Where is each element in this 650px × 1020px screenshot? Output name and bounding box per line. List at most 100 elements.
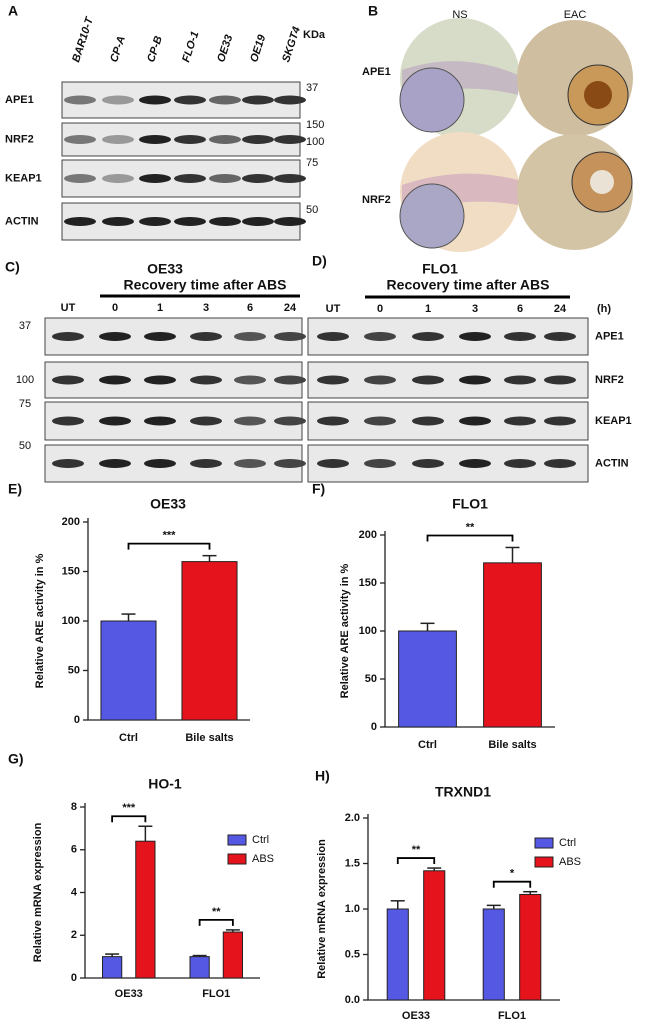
band — [317, 375, 349, 385]
band — [99, 416, 131, 426]
band — [317, 416, 349, 426]
marker-label: 37 — [19, 320, 31, 332]
lane-label: 6 — [247, 302, 253, 314]
band — [412, 375, 444, 385]
band — [64, 217, 96, 226]
band — [52, 459, 84, 468]
legend-label: Ctrl — [252, 834, 269, 846]
band — [364, 459, 396, 468]
legend-swatch — [227, 834, 247, 846]
panel-label: G) — [8, 751, 24, 767]
protein-label: NRF2 — [5, 133, 34, 145]
band — [102, 135, 134, 144]
marker-label: 75 — [306, 157, 318, 169]
x-tick-label: FLO1 — [202, 988, 230, 1000]
y-tick-label: 1.0 — [345, 903, 360, 915]
significance-label: *** — [163, 530, 177, 542]
lane-label: 3 — [203, 302, 209, 314]
bar — [222, 931, 243, 979]
band — [412, 459, 444, 468]
legend-label: Ctrl — [559, 837, 576, 849]
band — [242, 95, 274, 105]
marker-label: 100 — [306, 136, 324, 148]
band — [144, 332, 176, 341]
band — [412, 332, 444, 341]
band — [99, 332, 131, 341]
significance-bracket — [198, 919, 234, 926]
x-tick-label: Bile salts — [185, 732, 233, 744]
band — [234, 332, 266, 341]
y-tick-label: 8 — [71, 801, 77, 813]
bar — [519, 893, 542, 1001]
band — [274, 332, 306, 341]
lane-label: FLO-1 — [180, 30, 201, 64]
band — [209, 135, 241, 144]
legend-swatch — [534, 837, 554, 849]
x-tick-label: Ctrl — [418, 739, 437, 751]
bar — [100, 620, 157, 721]
y-tick-label: 0 — [371, 721, 377, 733]
y-tick-label: 100 — [62, 615, 80, 627]
y-tick-label: 50 — [68, 664, 80, 676]
significance-label: *** — [122, 802, 136, 814]
band — [242, 217, 274, 226]
band — [274, 174, 306, 183]
y-axis-label: Relative ARE activity in % — [34, 553, 46, 688]
lane-label: UT — [326, 303, 341, 315]
panel-label: E) — [8, 481, 22, 497]
chart-title: TRXND1 — [435, 784, 491, 800]
lane-label: 3 — [472, 303, 478, 315]
panel-subtitle: Recovery time after ABS — [387, 277, 550, 293]
lane-label: 1 — [157, 302, 163, 314]
band — [317, 459, 349, 468]
band — [242, 174, 274, 183]
band — [52, 332, 84, 341]
band — [459, 332, 491, 341]
panel-label: A — [8, 3, 18, 19]
band — [274, 459, 306, 468]
lane-label: SKGT4 — [280, 25, 303, 64]
band — [190, 416, 222, 426]
significance-bracket — [492, 880, 532, 888]
band — [64, 174, 96, 183]
marker-label: 37 — [306, 82, 318, 94]
band — [364, 416, 396, 426]
y-tick-label: 0.0 — [345, 994, 360, 1006]
unit-label: (h) — [597, 303, 611, 315]
band — [174, 95, 206, 105]
protein-label: ACTIN — [595, 457, 629, 469]
band — [459, 375, 491, 385]
band — [139, 135, 171, 144]
marker-label: 75 — [19, 398, 31, 410]
protein-label: ACTIN — [5, 215, 39, 227]
lane-label: 24 — [554, 303, 567, 315]
band — [504, 332, 536, 341]
band — [209, 95, 241, 105]
band — [64, 95, 96, 105]
band — [174, 217, 206, 226]
bar — [483, 562, 542, 728]
band — [99, 459, 131, 468]
protein-label: NRF2 — [595, 374, 624, 386]
band — [209, 174, 241, 183]
band — [544, 332, 576, 341]
band — [234, 375, 266, 385]
bar — [181, 561, 238, 721]
y-tick-label: 1.5 — [345, 857, 360, 869]
band — [274, 135, 306, 144]
band — [190, 375, 222, 385]
chart-title: FLO1 — [452, 496, 488, 512]
lane-label: CP-A — [108, 34, 128, 63]
y-tick-label: 150 — [62, 565, 80, 577]
marker-label: 150 — [306, 119, 324, 131]
panel-title: FLO1 — [422, 261, 458, 277]
band — [139, 217, 171, 226]
band — [144, 416, 176, 426]
band — [234, 416, 266, 426]
y-tick-label: 0 — [74, 714, 80, 726]
band — [364, 375, 396, 385]
band — [102, 95, 134, 105]
panel-label: B — [368, 3, 378, 19]
legend-swatch — [227, 853, 247, 865]
significance-bracket — [396, 857, 436, 865]
